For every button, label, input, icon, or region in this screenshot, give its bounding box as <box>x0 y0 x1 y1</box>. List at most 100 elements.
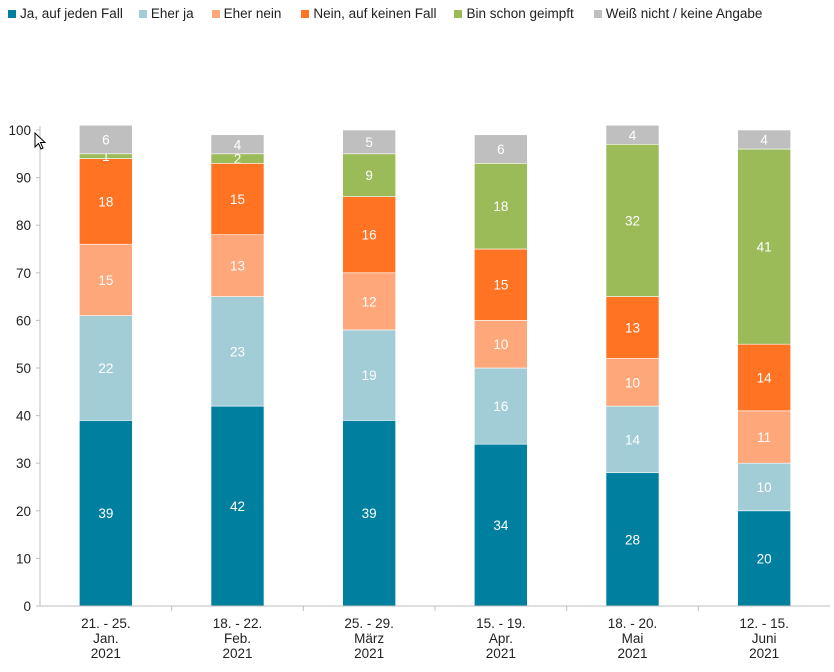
bar-segment-bin-schon-geimpft <box>605 143 660 297</box>
bar-segment-eher-ja <box>605 405 660 474</box>
legend-label: Bin schon geimpft <box>466 6 574 21</box>
bar-segment-bin-schon-geimpft <box>342 153 396 197</box>
x-category-label: 21. - 25. <box>81 616 131 631</box>
data-label: 4 <box>760 133 768 148</box>
data-label: 10 <box>493 337 508 352</box>
bar-segment-weiss-nicht-keine-angabe <box>79 124 133 155</box>
legend-item-ja-auf-jeden-fall: Ja, auf jeden Fall <box>8 6 123 21</box>
x-category-label: 2021 <box>91 646 121 661</box>
x-category-label: 18. - 22. <box>213 616 263 631</box>
data-label: 1 <box>102 149 110 164</box>
bar-segment-weiss-nicht-keine-angabe <box>210 134 265 155</box>
data-label: 18 <box>98 194 113 209</box>
x-category-label: 2021 <box>354 646 384 661</box>
x-category-label: 2021 <box>486 646 516 661</box>
data-label: 6 <box>102 133 110 148</box>
legend-item-eher-nein: Eher nein <box>211 6 282 21</box>
bars: 3922151816422313152439191216953416101518… <box>79 124 791 607</box>
data-label: 14 <box>757 371 773 386</box>
data-label: 14 <box>625 432 641 447</box>
legend-item-weiss-nicht-keine-angabe: Weiß nicht / keine Angabe <box>593 6 763 21</box>
y-tick-label: 40 <box>16 409 31 424</box>
bar-segment-eher-nein <box>342 272 396 331</box>
y-tick-label: 0 <box>23 599 31 614</box>
bar-segment-weiss-nicht-keine-angabe <box>737 129 791 150</box>
data-label: 39 <box>362 506 377 521</box>
legend-label: Eher nein <box>223 6 282 21</box>
x-category-label: 2021 <box>749 646 779 661</box>
data-label: 11 <box>757 430 771 445</box>
bar-segment-ja-auf-jeden-fall <box>737 510 791 607</box>
x-category-label: 12. - 15. <box>739 616 789 631</box>
x-category-label: Jan. <box>93 631 119 646</box>
y-tick-label: 90 <box>16 171 31 186</box>
bar-segment-nein-auf-keinen-fall <box>737 343 791 412</box>
legend-swatch <box>138 9 147 18</box>
y-tick-label: 10 <box>16 551 31 566</box>
data-label: 4 <box>629 128 637 143</box>
legend-item-eher-ja: Eher ja <box>138 6 194 21</box>
data-label: 19 <box>362 368 377 383</box>
y-tick-label: 30 <box>16 456 31 471</box>
data-label: 23 <box>230 344 245 359</box>
legend-swatch <box>593 9 602 18</box>
y-tick-label: 60 <box>16 313 31 328</box>
x-category-label: Mai <box>622 631 644 646</box>
data-label: 6 <box>497 142 505 157</box>
data-label: 13 <box>625 321 640 336</box>
data-label: 5 <box>365 135 373 150</box>
data-label: 39 <box>98 506 113 521</box>
legend-swatch <box>301 9 310 18</box>
data-label: 15 <box>493 278 508 293</box>
x-category-label: 25. - 29. <box>344 616 394 631</box>
data-label: 2 <box>234 152 242 167</box>
bar-segment-weiss-nicht-keine-angabe <box>605 124 660 145</box>
bar-segment-ja-auf-jeden-fall <box>79 420 133 607</box>
y-tick-label: 100 <box>8 123 31 138</box>
legend-swatch <box>454 9 463 18</box>
x-category-label: März <box>354 631 384 646</box>
data-label: 16 <box>493 399 508 414</box>
x-category-label: 15. - 19. <box>476 616 526 631</box>
bar-segment-bin-schon-geimpft <box>737 148 791 345</box>
legend-label: Nein, auf keinen Fall <box>313 6 437 21</box>
bar-segment-eher-ja <box>210 296 265 407</box>
mouse-cursor-icon <box>34 132 47 150</box>
bar-segment-eher-ja <box>737 462 791 512</box>
legend-swatch <box>8 9 16 18</box>
bar-segment-ja-auf-jeden-fall <box>210 405 265 607</box>
bar-segment-ja-auf-jeden-fall <box>605 472 660 607</box>
bar-segment-weiss-nicht-keine-angabe <box>342 129 396 155</box>
x-category-label: Juni <box>752 631 777 646</box>
bar-segment-eher-nein <box>737 410 791 464</box>
bar-segment-bin-schon-geimpft <box>474 163 528 250</box>
x-category-label: Apr. <box>489 631 513 646</box>
data-label: 42 <box>230 499 245 514</box>
y-tick-label: 70 <box>16 266 31 281</box>
y-tick-label: 80 <box>16 218 31 233</box>
legend-label: Ja, auf jeden Fall <box>20 6 123 21</box>
legend-item-nein-auf-keinen-fall: Nein, auf keinen Fall <box>301 6 436 21</box>
x-category-label: Feb. <box>224 631 251 646</box>
bar-segment-weiss-nicht-keine-angabe <box>474 134 528 164</box>
data-label: 20 <box>757 551 772 566</box>
data-label: 9 <box>365 168 373 183</box>
bar-segment-nein-auf-keinen-fall <box>474 248 528 321</box>
data-label: 22 <box>98 361 113 376</box>
bar-segment-eher-ja <box>474 367 528 445</box>
bar-segment-ja-auf-jeden-fall <box>342 420 396 607</box>
legend-item-bin-schon-geimpft: Bin schon geimpft <box>454 6 574 21</box>
legend-label: Eher ja <box>150 6 194 21</box>
data-label: 10 <box>757 480 772 495</box>
bar-segment-nein-auf-keinen-fall <box>210 163 265 236</box>
x-category-label: 18. - 20. <box>608 616 658 631</box>
legend-label: Weiß nicht / keine Angabe <box>605 6 763 21</box>
bar-segment-eher-ja <box>79 315 133 421</box>
legend-swatch <box>211 9 220 18</box>
y-tick-label: 50 <box>16 361 31 376</box>
x-category-label: 2021 <box>222 646 252 661</box>
data-label: 13 <box>230 259 245 274</box>
data-label: 15 <box>230 192 245 207</box>
